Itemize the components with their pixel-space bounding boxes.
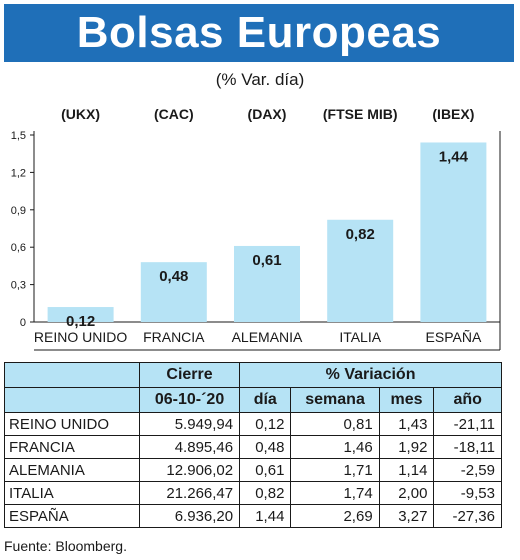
x-category-label: ALEMANIA — [232, 329, 303, 345]
table-cell-year: -2,59 — [433, 458, 502, 482]
table-cell-country: ESPAÑA — [4, 504, 140, 528]
table-cell-country: FRANCIA — [4, 435, 140, 459]
table-cell-month: 1,14 — [378, 458, 435, 482]
table-subheader-blank — [4, 387, 140, 413]
index-label: (UKX) — [61, 106, 100, 122]
index-label: (FTSE MIB) — [323, 106, 398, 122]
table-header-date: 06-10-´20 — [138, 387, 241, 413]
table-cell-month: 3,27 — [378, 504, 435, 528]
table-row: FRANCIA 4.895,46 0,48 1,46 1,92 -18,11 — [4, 435, 502, 459]
table-cell-country: REINO UNIDO — [4, 412, 140, 436]
x-category-label: ESPAÑA — [426, 329, 482, 345]
y-tick-label: 1,5 — [11, 130, 26, 142]
table-cell-close: 12.906,02 — [138, 458, 241, 482]
table-row: ESPAÑA 6.936,20 1,44 2,69 3,27 -27,36 — [4, 504, 502, 528]
table-cell-week: 1,46 — [290, 435, 380, 459]
x-category-label: ITALIA — [339, 329, 381, 345]
table-cell-month: 1,43 — [378, 412, 435, 436]
bar-value-label: 0,61 — [252, 252, 281, 269]
table-cell-week: 1,71 — [290, 458, 380, 482]
y-tick-label: 0,3 — [11, 280, 26, 292]
table-cell-day: 0,12 — [239, 412, 292, 436]
table-cell-close: 5.949,94 — [138, 412, 241, 436]
x-category-label: REINO UNIDO — [34, 329, 127, 345]
table-cell-month: 2,00 — [378, 481, 435, 505]
table-row: ALEMANIA 12.906,02 0,61 1,71 1,14 -2,59 — [4, 458, 502, 482]
index-label: (IBEX) — [432, 106, 474, 122]
bar-value-label: 0,48 — [159, 268, 188, 285]
index-label: (DAX) — [248, 106, 287, 122]
chart-title: Bolsas Europeas — [4, 4, 514, 62]
table-subheader-row: 06-10-´20 día semana mes año — [4, 387, 502, 413]
table-cell-day: 0,48 — [239, 435, 292, 459]
chart-subtitle: (% Var. día) — [215, 70, 305, 89]
y-tick-label: 1,2 — [11, 167, 26, 179]
bar-value-label: 1,44 — [439, 148, 469, 165]
table-cell-close: 21.266,47 — [138, 481, 241, 505]
table-row: REINO UNIDO 5.949,94 0,12 0,81 1,43 -21,… — [4, 412, 502, 436]
table-header-dia: día — [239, 387, 292, 413]
table-cell-year: -27,36 — [433, 504, 502, 528]
table-header-row: Cierre % Variación — [4, 362, 502, 388]
bar — [140, 262, 207, 322]
table-cell-day: 0,61 — [239, 458, 292, 482]
y-tick-label: 0,6 — [11, 242, 26, 254]
bar — [47, 307, 114, 322]
table-cell-year: -18,11 — [433, 435, 502, 459]
table-header-mes: mes — [378, 387, 435, 413]
table-cell-week: 0,81 — [290, 412, 380, 436]
bar — [420, 142, 487, 322]
table-cell-country: ALEMANIA — [4, 458, 140, 482]
y-tick-label: 0,9 — [11, 205, 26, 217]
index-label: (CAC) — [154, 106, 194, 122]
table-cell-month: 1,92 — [378, 435, 435, 459]
table-cell-day: 0,82 — [239, 481, 292, 505]
bar — [327, 219, 394, 322]
table-cell-year: -21,11 — [433, 412, 502, 436]
table-cell-country: ITALIA — [4, 481, 140, 505]
x-category-label: FRANCIA — [143, 329, 205, 345]
table-cell-day: 1,44 — [239, 504, 292, 528]
data-table: Cierre % Variación 06-10-´20 día semana … — [4, 362, 502, 528]
table-cell-close: 4.895,46 — [138, 435, 241, 459]
bar-value-label: 0,82 — [346, 226, 375, 243]
table-header-semana: semana — [290, 387, 380, 413]
table-row: ITALIA 21.266,47 0,82 1,74 2,00 -9,53 — [4, 481, 502, 505]
table-cell-year: -9,53 — [433, 481, 502, 505]
table-header-cierre: Cierre — [138, 362, 241, 388]
table-header-ano: año — [433, 387, 502, 413]
table-cell-week: 1,74 — [290, 481, 380, 505]
y-tick-label: 0 — [20, 317, 26, 329]
table-header-variacion: % Variación — [239, 362, 502, 388]
table-header-blank — [4, 362, 140, 388]
bar — [234, 245, 300, 322]
table-cell-close: 6.936,20 — [138, 504, 241, 528]
source-note: Fuente: Bloomberg. — [4, 538, 127, 554]
table-cell-week: 2,69 — [290, 504, 380, 528]
bar-value-label: 0,12 — [66, 313, 95, 330]
